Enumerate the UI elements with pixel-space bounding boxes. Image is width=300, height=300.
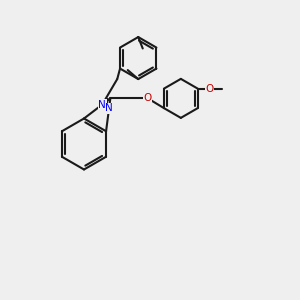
Text: O: O xyxy=(206,84,214,94)
Text: O: O xyxy=(144,93,152,103)
Text: N: N xyxy=(105,103,113,113)
Text: N: N xyxy=(98,100,106,110)
